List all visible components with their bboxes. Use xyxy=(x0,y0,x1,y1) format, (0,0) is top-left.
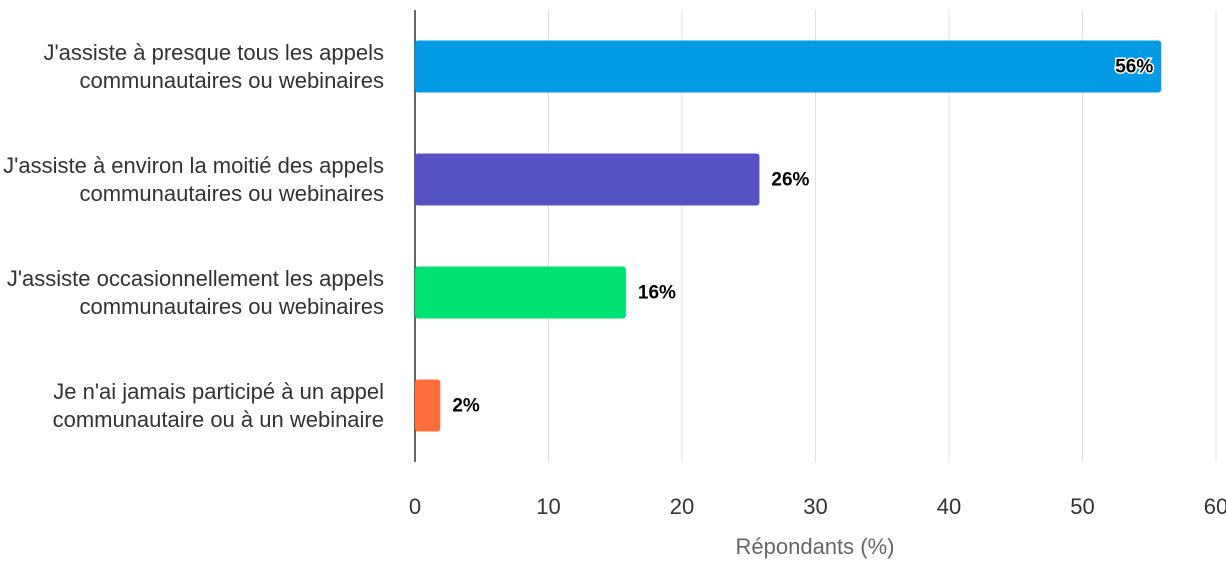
bar xyxy=(415,379,441,432)
bar xyxy=(415,40,1162,93)
data-label: 56% xyxy=(1115,57,1153,78)
x-tick-label: 20 xyxy=(670,494,694,519)
x-tick-label: 10 xyxy=(536,494,560,519)
y-tick-label: J'assiste occasionnellement les appels c… xyxy=(6,265,384,319)
x-tick-label: 30 xyxy=(803,494,827,519)
data-label: 16% xyxy=(638,283,676,304)
bar xyxy=(415,153,760,206)
x-tick-label: 50 xyxy=(1070,494,1094,519)
data-label: 2% xyxy=(452,396,480,417)
data-label: 26% xyxy=(771,170,809,191)
bar xyxy=(415,266,626,319)
x-axis-title: Répondants (%) xyxy=(736,534,895,559)
x-tick-label: 40 xyxy=(937,494,961,519)
y-tick-label: Je n'ai jamais participé à un appel comm… xyxy=(52,378,384,432)
y-tick-label: J'assiste à environ la moitié des appels… xyxy=(3,152,384,206)
x-tick-label: 0 xyxy=(409,494,421,519)
y-tick-label: J'assiste à presque tous les appels comm… xyxy=(43,39,384,93)
x-tick-label: 60 xyxy=(1204,494,1226,519)
